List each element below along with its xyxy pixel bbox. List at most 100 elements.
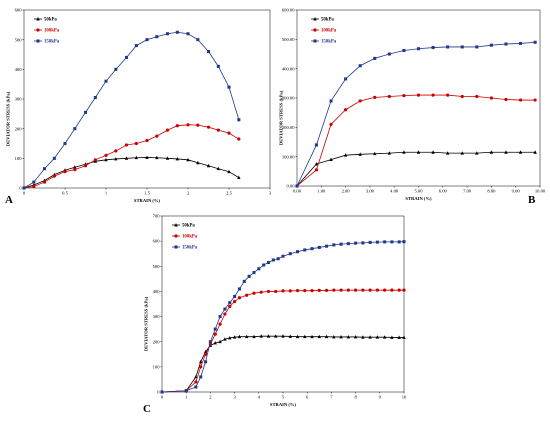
data-point bbox=[228, 301, 232, 305]
data-point bbox=[184, 389, 188, 393]
data-point bbox=[519, 41, 523, 45]
plot-frame bbox=[23, 9, 271, 189]
legend-label: 50kPa bbox=[182, 224, 195, 229]
y-tick-label: 500 bbox=[153, 264, 161, 269]
data-point bbox=[266, 289, 271, 294]
data-point bbox=[354, 241, 358, 245]
data-point bbox=[228, 335, 232, 340]
legend: 50kPa 100kPa 150kPa bbox=[311, 17, 337, 45]
data-point bbox=[295, 289, 300, 293]
data-point bbox=[213, 341, 217, 345]
data-point bbox=[32, 180, 36, 184]
y-tick-label: 400.00 bbox=[282, 66, 295, 71]
data-point bbox=[196, 38, 200, 42]
data-point bbox=[397, 288, 401, 292]
data-point bbox=[160, 390, 164, 394]
data-point bbox=[339, 242, 343, 246]
data-point bbox=[206, 163, 211, 168]
legend-label: 100kPa bbox=[182, 235, 198, 240]
data-point bbox=[332, 288, 336, 292]
data-point bbox=[73, 127, 77, 131]
data-point bbox=[368, 240, 372, 244]
data-point bbox=[259, 290, 263, 294]
data-point bbox=[518, 150, 523, 154]
data-point bbox=[206, 50, 211, 54]
data-point bbox=[504, 150, 508, 154]
data-point bbox=[303, 248, 307, 252]
data-point bbox=[227, 85, 231, 89]
x-tick-label: 10.00 bbox=[535, 189, 546, 194]
data-point bbox=[93, 158, 97, 162]
data-point bbox=[93, 95, 97, 100]
data-point bbox=[165, 32, 170, 36]
data-point bbox=[194, 385, 198, 389]
data-point bbox=[63, 141, 67, 146]
data-point bbox=[227, 169, 231, 174]
x-tick-label: 1.5 bbox=[144, 191, 150, 196]
data-point bbox=[460, 94, 464, 99]
data-point bbox=[216, 166, 221, 171]
x-tick-label: 0 bbox=[23, 191, 26, 196]
y-tick-label: 600 bbox=[15, 8, 23, 13]
x-tick-label: 1 bbox=[185, 395, 188, 400]
data-point bbox=[446, 93, 450, 97]
data-point bbox=[375, 335, 380, 339]
data-point bbox=[343, 108, 348, 112]
x-tick-label: 0.00 bbox=[293, 189, 302, 194]
data-point bbox=[252, 271, 256, 275]
legend-label: 100kPa bbox=[321, 29, 337, 34]
legend-marker bbox=[174, 245, 178, 249]
data-point bbox=[237, 334, 242, 339]
data-point bbox=[104, 157, 108, 162]
x-tick-label: 2 bbox=[209, 395, 212, 400]
data-point bbox=[104, 153, 108, 157]
data-point bbox=[387, 151, 392, 155]
data-point bbox=[213, 327, 217, 331]
chart-a-svg: 0 100 200 300 400 500 600 0 0.5 1 1.5 2 2.5 3 STRAIN (… bbox=[5, 8, 272, 206]
series-150kPa bbox=[22, 30, 241, 190]
y-axis-label: DEVIATOR STRESS (kPa) bbox=[279, 90, 284, 145]
data-point bbox=[237, 296, 242, 300]
data-point bbox=[489, 43, 493, 47]
data-point bbox=[114, 149, 118, 153]
series-line bbox=[296, 151, 536, 187]
data-point bbox=[233, 294, 237, 298]
legend: 50kPa 100kPa 150kPa bbox=[34, 17, 60, 45]
data-point bbox=[175, 156, 180, 161]
x-tick-label: 5 bbox=[282, 395, 285, 400]
data-point bbox=[274, 334, 278, 338]
data-point bbox=[281, 289, 285, 293]
y-tick-label: 0 bbox=[19, 186, 22, 191]
data-point bbox=[310, 289, 314, 293]
x-axis-label: STRAIN (%) bbox=[405, 196, 432, 201]
data-point bbox=[382, 335, 387, 339]
data-point bbox=[288, 334, 292, 338]
legend-label: 150kPa bbox=[321, 40, 337, 45]
data-point bbox=[332, 334, 336, 339]
data-point bbox=[252, 291, 256, 295]
data-point bbox=[368, 335, 372, 339]
y-axis-label: DEVIATOR STRESS (kPa) bbox=[144, 296, 149, 351]
chart-c-svg: 0 100 200 300 400 500 600 700 0 1 2 3 4 5 6 7 8 9 10 STRAIN… bbox=[143, 214, 407, 415]
data-point bbox=[317, 245, 321, 249]
data-point bbox=[227, 131, 231, 135]
y-tick-label: 300.00 bbox=[282, 96, 295, 101]
series-line bbox=[23, 31, 240, 189]
data-point bbox=[114, 156, 118, 161]
data-point bbox=[402, 150, 406, 154]
data-point bbox=[245, 293, 249, 297]
data-point bbox=[475, 94, 479, 99]
x-tick-label: 8.00 bbox=[487, 189, 496, 194]
data-point bbox=[416, 150, 421, 154]
series-100kPa bbox=[295, 93, 537, 188]
y-tick-label: 400 bbox=[15, 67, 23, 72]
data-point bbox=[373, 151, 377, 156]
y-tick-label: 400 bbox=[153, 289, 161, 294]
data-point bbox=[165, 156, 170, 160]
data-point bbox=[204, 360, 208, 364]
data-point bbox=[206, 125, 211, 129]
data-point bbox=[83, 110, 88, 114]
data-point bbox=[402, 94, 406, 98]
data-point bbox=[373, 95, 377, 100]
y-tick-label: 0 bbox=[157, 390, 160, 395]
